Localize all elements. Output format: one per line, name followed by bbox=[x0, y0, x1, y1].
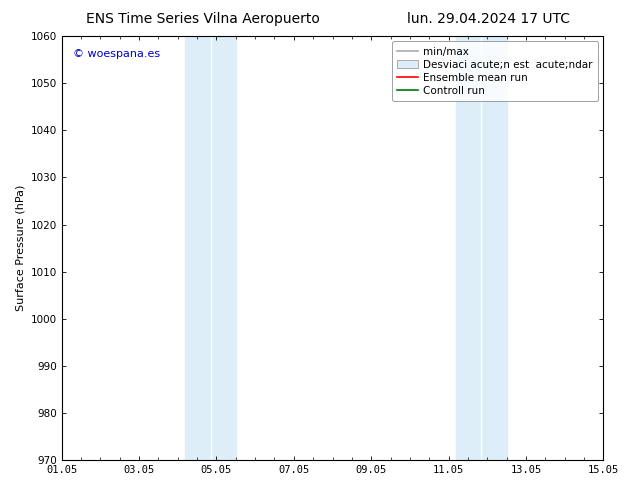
Y-axis label: Surface Pressure (hPa): Surface Pressure (hPa) bbox=[15, 185, 25, 311]
Bar bbox=[456, 36, 507, 460]
Legend: min/max, Desviaci acute;n est  acute;ndar, Ensemble mean run, Controll run: min/max, Desviaci acute;n est acute;ndar… bbox=[392, 41, 598, 101]
Text: ENS Time Series Vilna Aeropuerto: ENS Time Series Vilna Aeropuerto bbox=[86, 12, 320, 26]
Text: lun. 29.04.2024 17 UTC: lun. 29.04.2024 17 UTC bbox=[406, 12, 570, 26]
Bar bbox=[186, 36, 236, 460]
Text: © woespana.es: © woespana.es bbox=[72, 49, 160, 59]
